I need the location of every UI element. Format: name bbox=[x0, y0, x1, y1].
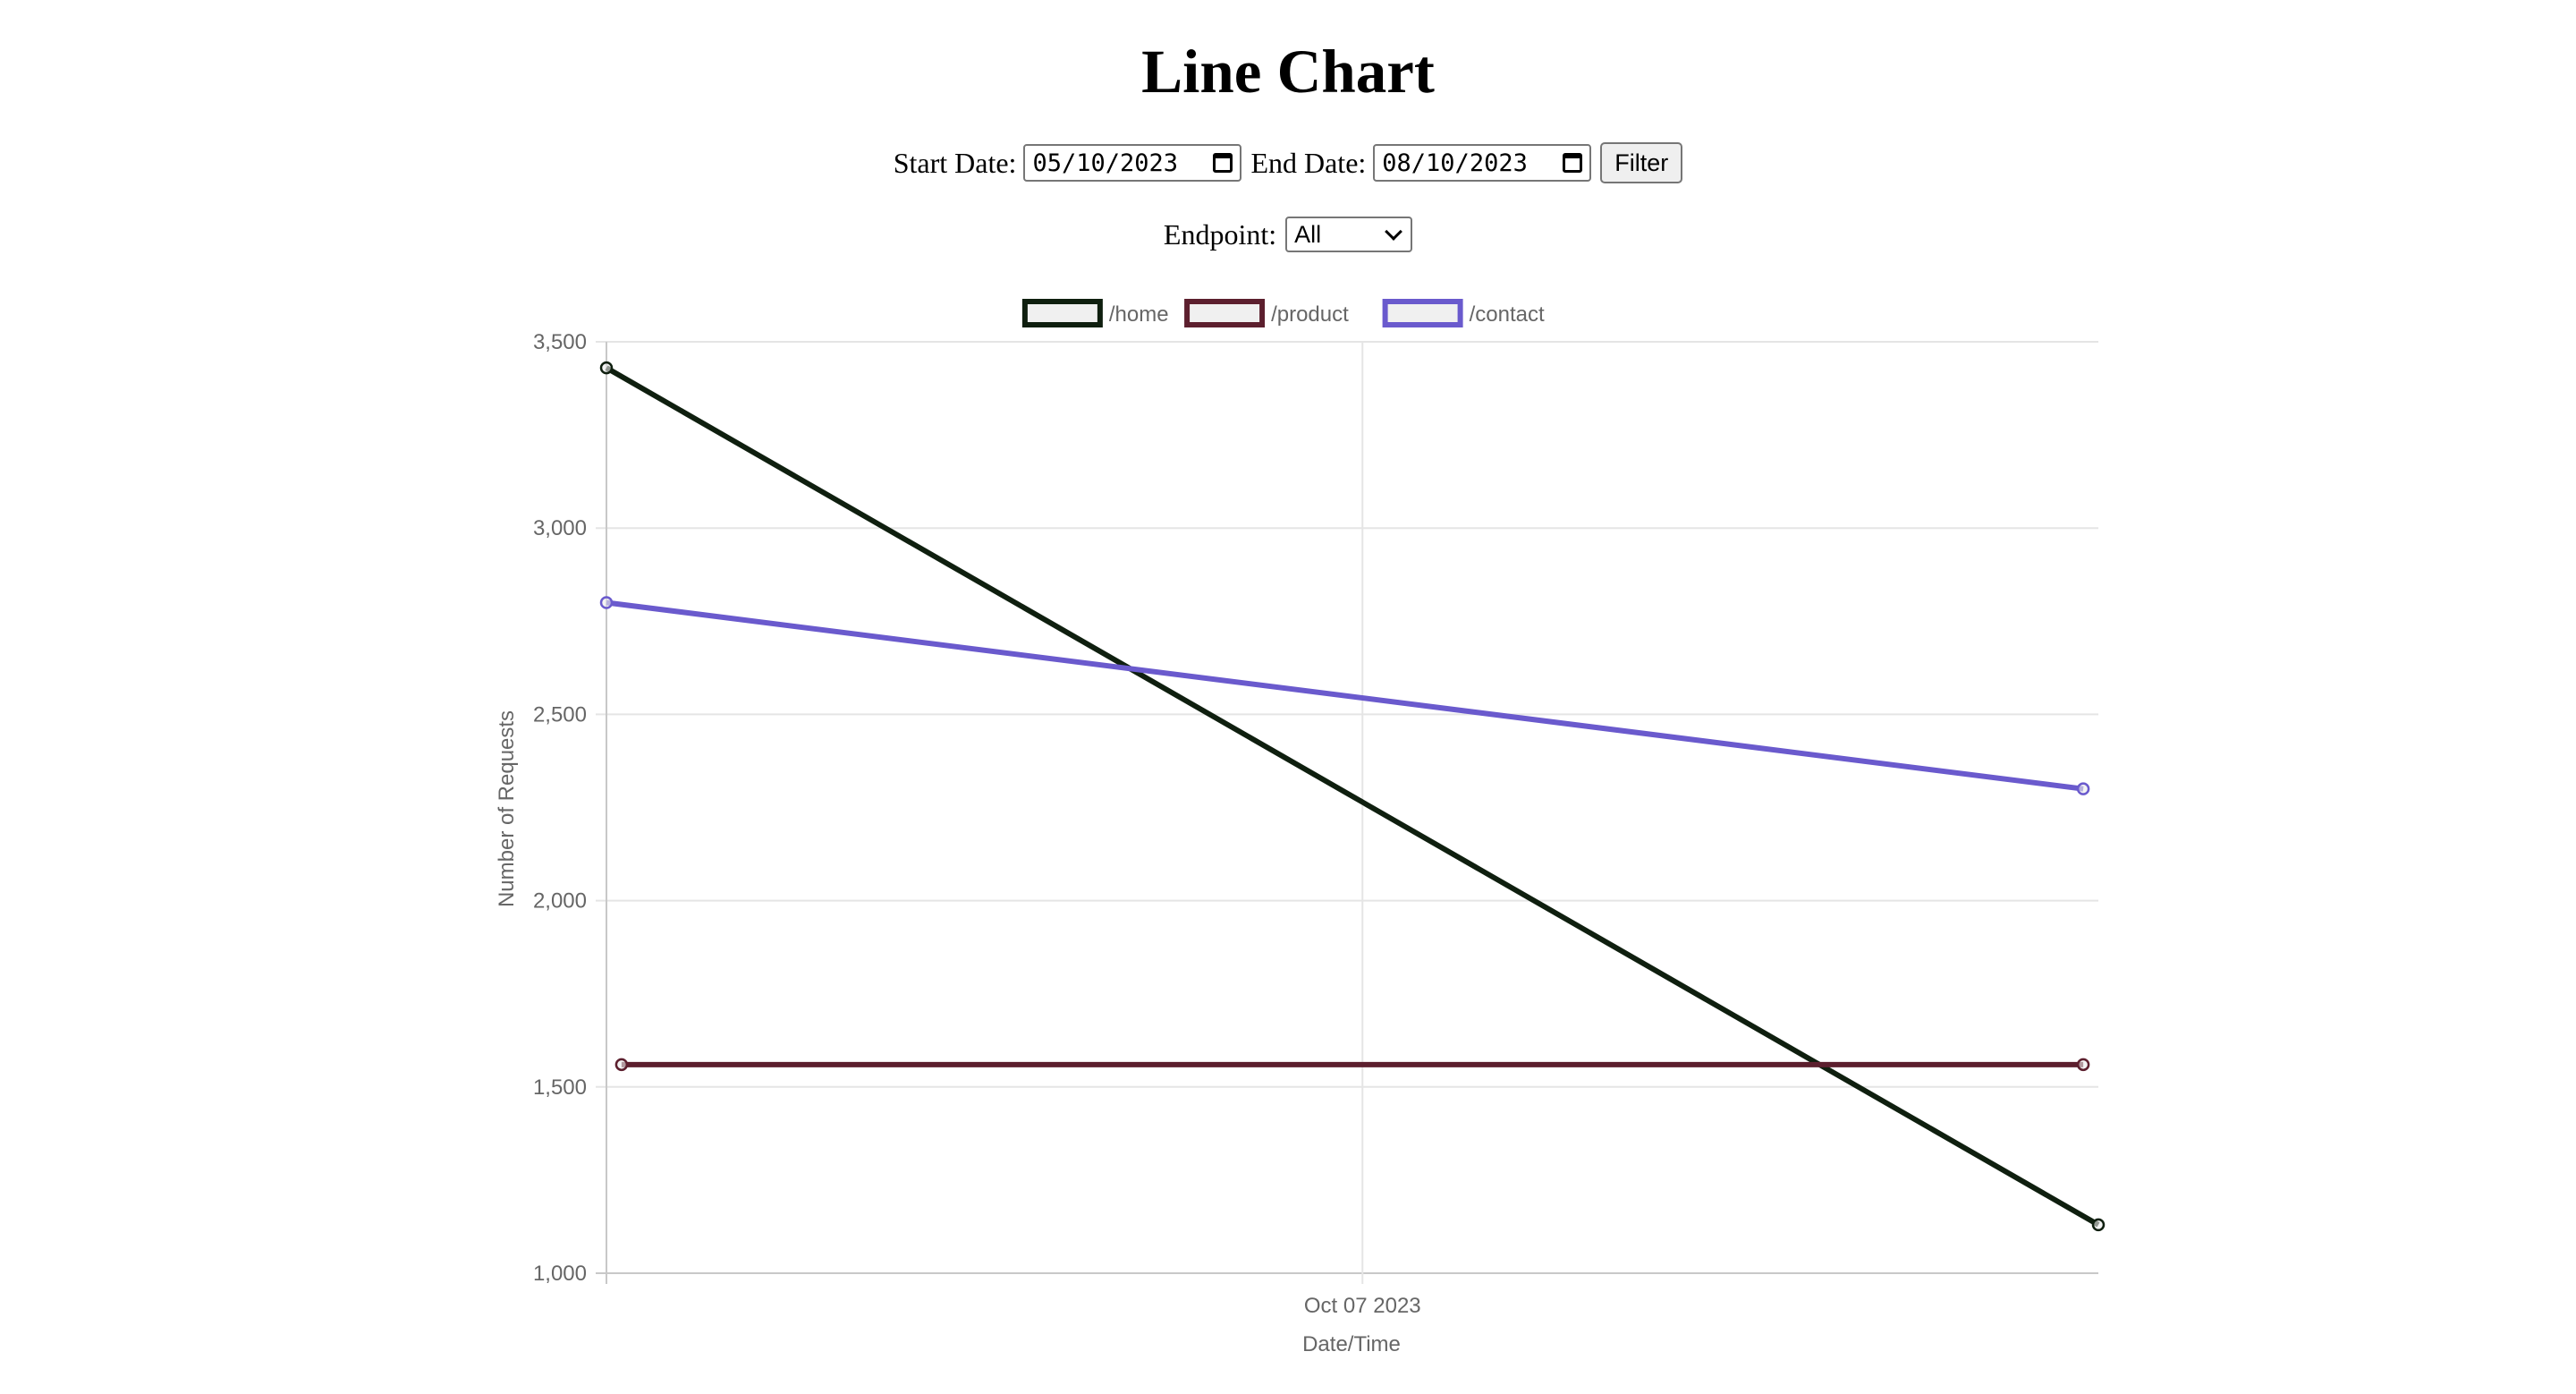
page-title: Line Chart bbox=[1141, 38, 1435, 106]
chart-series bbox=[599, 361, 2106, 1232]
calendar-icon[interactable] bbox=[1563, 153, 1583, 173]
end-date-value: 08/10/2023 bbox=[1382, 149, 1528, 177]
start-date-value: 05/10/2023 bbox=[1032, 149, 1178, 177]
legend-label: /home bbox=[1109, 302, 1169, 327]
end-date-label: End Date: bbox=[1250, 146, 1367, 179]
endpoint-label: Endpoint: bbox=[1163, 217, 1277, 251]
legend-label: /product bbox=[1271, 302, 1349, 327]
data-point bbox=[599, 361, 614, 375]
filter-button[interactable]: Filter bbox=[1600, 142, 1683, 183]
chart-axes: 1,000 1,500 2,000 2,500 3,000 3,500 Oct 07 202… bbox=[533, 330, 1421, 1318]
chart-legend: /home/product/contact bbox=[1021, 299, 1545, 327]
calendar-icon[interactable] bbox=[1213, 153, 1233, 173]
chart-grid bbox=[596, 341, 2098, 1284]
endpoint-selected-value: All bbox=[1294, 220, 1322, 248]
y-axis-label: Number of Requests bbox=[495, 710, 519, 907]
y-tick-label: 2,000 bbox=[533, 889, 587, 914]
legend-label: /contact bbox=[1470, 302, 1545, 327]
start-date-input[interactable]: 05/10/2023 bbox=[1023, 144, 1242, 182]
data-point bbox=[614, 1058, 629, 1072]
date-filter-row: Start Date: 05/10/2023 End Date: 08/10/2… bbox=[0, 141, 2576, 184]
series-line bbox=[605, 365, 2100, 1228]
start-date-label: Start Date: bbox=[893, 146, 1017, 179]
legend-swatch bbox=[1382, 299, 1463, 327]
endpoint-select[interactable]: All bbox=[1285, 217, 1413, 252]
y-tick-label: 1,000 bbox=[533, 1262, 587, 1286]
y-tick-label: 1,500 bbox=[533, 1075, 587, 1100]
data-point bbox=[2076, 1058, 2090, 1072]
data-point bbox=[599, 596, 614, 609]
y-tick-label: 3,500 bbox=[533, 330, 587, 354]
endpoint-filter-row: Endpoint: All bbox=[0, 213, 2576, 256]
legend-swatch bbox=[1021, 299, 1103, 327]
x-axis-label: Date/Time bbox=[1302, 1332, 1401, 1356]
legend-swatch bbox=[1184, 299, 1266, 327]
end-date-input[interactable]: 08/10/2023 bbox=[1373, 144, 1592, 182]
data-point bbox=[2076, 782, 2090, 795]
y-tick-label: 3,000 bbox=[533, 516, 587, 540]
series-line bbox=[606, 599, 2084, 792]
x-tick-label: Oct 07 2023 bbox=[1304, 1294, 1421, 1318]
y-tick-label: 2,500 bbox=[533, 702, 587, 727]
data-point bbox=[2091, 1218, 2106, 1232]
